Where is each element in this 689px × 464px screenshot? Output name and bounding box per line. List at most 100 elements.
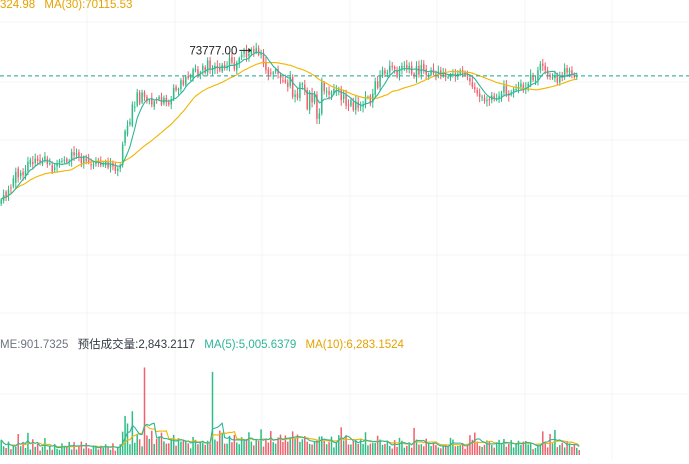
volume-bar-102: [248, 432, 250, 455]
candle-body-227: [551, 76, 554, 78]
volume-bar-32: [78, 446, 80, 455]
volume-bar-168: [408, 442, 410, 455]
volume-bar-234: [568, 443, 571, 455]
volume-bar-100: [243, 439, 245, 455]
candle-body-10: [24, 170, 27, 177]
volume-bar-21: [51, 449, 53, 455]
price-ma7-line: [0, 51, 577, 200]
volume-bar-150: [364, 432, 367, 455]
volume-bar-205: [498, 439, 500, 455]
volume-bar-17: [41, 446, 44, 455]
ma30-value: MA(30):70115.53: [44, 0, 133, 11]
candle-body-42: [102, 164, 104, 166]
volume-bar-180: [437, 447, 440, 455]
candle-body-230: [559, 76, 561, 83]
candle-body-200: [486, 100, 488, 102]
candle-body-79: [192, 69, 194, 79]
candle-body-146: [355, 101, 357, 111]
candle-body-13: [32, 161, 34, 165]
volume-bar-211: [512, 447, 515, 455]
volume-bar-129: [313, 441, 316, 455]
volume-bar-112: [272, 442, 274, 455]
candle-body-182: [442, 72, 444, 76]
volume-bar-83: [202, 442, 204, 455]
candle-body-128: [311, 93, 313, 103]
volume-bar-133: [323, 441, 325, 455]
volume-bar-117: [284, 435, 287, 455]
candle-body-159: [386, 72, 389, 74]
volume-bar-20: [49, 445, 51, 455]
volume-bar-162: [393, 440, 396, 455]
volume-bar-96: [233, 434, 236, 455]
candle-body-220: [534, 80, 537, 82]
candle-body-7: [17, 168, 19, 178]
candle-body-16: [39, 159, 41, 162]
candle-body-91: [221, 64, 223, 72]
candle-body-170: [413, 73, 415, 76]
volume-bar-225: [546, 447, 549, 455]
volume-bar-77: [187, 443, 189, 455]
candle-body-54: [131, 104, 134, 126]
candle-body-168: [408, 65, 410, 70]
volume-bar-47: [114, 450, 117, 455]
volume-bar-236: [573, 443, 576, 455]
volume-bar-159: [386, 441, 389, 455]
volume-bar-40: [97, 449, 100, 455]
volume-bar-202: [491, 445, 493, 455]
volume-bar-121: [294, 438, 296, 455]
volume-bar-217: [527, 444, 529, 455]
volume-bar-222: [539, 444, 542, 455]
candle-body-175: [425, 69, 427, 75]
volume-bar-110: [267, 442, 270, 455]
candle-body-104: [253, 49, 255, 53]
volume-bar-118: [287, 441, 289, 455]
volume-bar-29: [70, 449, 73, 455]
candle-body-55: [134, 106, 136, 108]
volume-bar-183: [444, 444, 447, 455]
candle-body-215: [522, 84, 525, 91]
volume-bar-114: [277, 437, 279, 455]
candle-body-142: [345, 94, 347, 106]
candle-body-82: [199, 72, 202, 74]
candle-body-174: [423, 63, 425, 71]
volume-bar-231: [561, 443, 563, 455]
candle-body-108: [262, 53, 265, 64]
volume-bar-155: [376, 435, 379, 455]
volume-bar-87: [211, 371, 214, 455]
volume-bar-174: [423, 446, 425, 455]
candle-body-161: [391, 65, 393, 67]
candle-body-156: [379, 75, 381, 87]
volume-bar-132: [321, 436, 323, 455]
volume-bar-148: [359, 438, 362, 455]
candle-body-92: [223, 64, 226, 67]
volume-bar-228: [554, 429, 556, 455]
candle-body-144: [350, 100, 352, 106]
candle-body-90: [219, 68, 221, 71]
candle-body-121: [294, 94, 296, 97]
candle-body-197: [478, 93, 481, 97]
candle-body-211: [512, 89, 515, 93]
candle-body-65: [158, 96, 160, 100]
candle-body-60: [146, 96, 148, 102]
volume-bar-16: [39, 450, 41, 455]
volume-bar-64: [155, 438, 158, 455]
candle-body-62: [151, 97, 153, 105]
volume-bar-82: [199, 442, 202, 455]
candle-body-21: [51, 165, 53, 172]
volume-bar-24: [58, 449, 61, 455]
volume-bar-30: [73, 442, 75, 455]
volume-bar-220: [534, 448, 537, 455]
volume-bar-187: [454, 446, 457, 455]
volume-bar-182: [442, 445, 444, 455]
candle-body-100: [243, 50, 245, 54]
volume-bar-123: [299, 441, 301, 455]
volume-bar-178: [432, 442, 435, 455]
candle-body-219: [532, 75, 534, 81]
price-legend: 324.98 MA(30):70115.53: [0, 0, 138, 12]
volume-value: ME:901.7325: [0, 339, 69, 351]
volume-bar-200: [486, 440, 488, 455]
candle-body-8: [19, 173, 22, 177]
candle-body-2: [5, 191, 7, 198]
